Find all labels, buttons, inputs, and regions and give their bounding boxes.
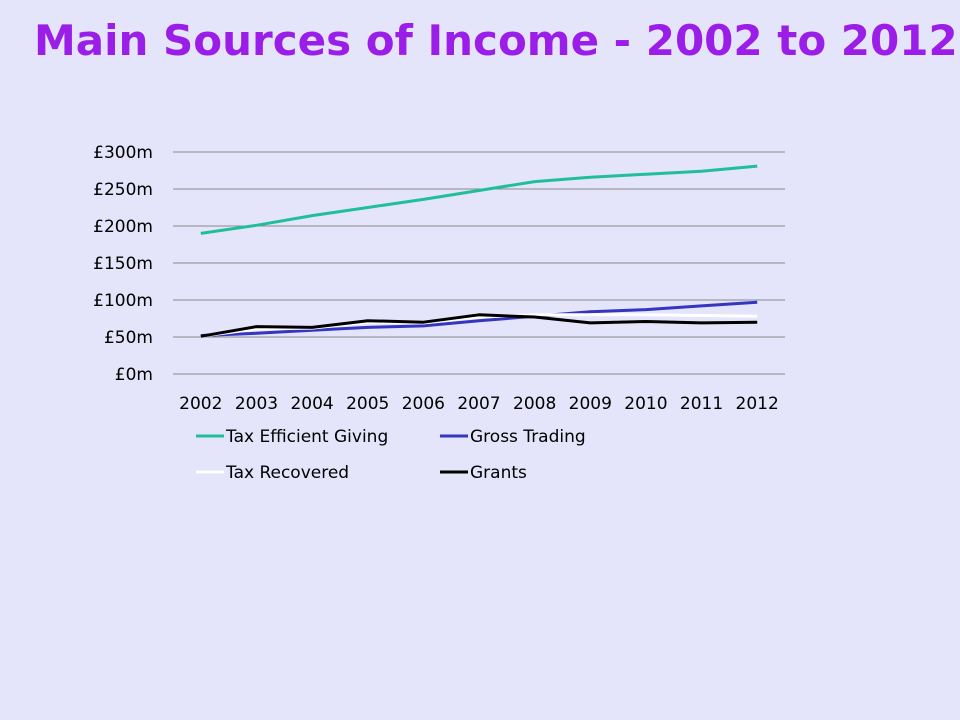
legend-label: Grants xyxy=(470,463,527,483)
legend-label: Tax Efficient Giving xyxy=(225,427,388,447)
gridlines xyxy=(173,151,785,375)
y-tick-label: £0m xyxy=(115,365,153,385)
x-tick-label: 2004 xyxy=(290,394,333,414)
y-tick-label: £150m xyxy=(93,254,153,274)
x-tick-label: 2005 xyxy=(346,394,389,414)
slide-title: Main Sources of Income - 2002 to 2012 xyxy=(34,16,958,65)
y-axis-tick-labels: £0m £50m £100m £150m £200m £250m £300m xyxy=(93,143,153,385)
y-tick-label: £200m xyxy=(93,217,153,237)
series-lines xyxy=(200,164,758,338)
y-tick-label: £50m xyxy=(104,328,153,348)
x-tick-label: 2011 xyxy=(680,394,723,414)
x-axis-tick-labels: 2002 2003 2004 2005 2006 2007 2008 2009 2010 2011… xyxy=(179,394,779,414)
x-tick-label: 2010 xyxy=(624,394,667,414)
x-tick-label: 2009 xyxy=(569,394,612,414)
series-line-tax-efficient-giving xyxy=(200,164,758,235)
x-tick-label: 2008 xyxy=(513,394,556,414)
y-tick-label: £250m xyxy=(93,180,153,200)
x-tick-label: 2007 xyxy=(457,394,500,414)
x-tick-label: 2012 xyxy=(736,394,779,414)
legend: Tax Efficient Giving Gross Trading Tax Rec… xyxy=(196,427,586,483)
legend-label: Gross Trading xyxy=(470,427,586,447)
y-tick-label: £100m xyxy=(93,291,153,311)
series-line-grants xyxy=(200,313,758,338)
legend-label: Tax Recovered xyxy=(225,463,349,483)
x-tick-label: 2006 xyxy=(402,394,445,414)
x-tick-label: 2003 xyxy=(235,394,278,414)
x-tick-label: 2002 xyxy=(179,394,222,414)
y-tick-label: £300m xyxy=(93,143,153,163)
series-line-gross-trading xyxy=(200,300,758,337)
